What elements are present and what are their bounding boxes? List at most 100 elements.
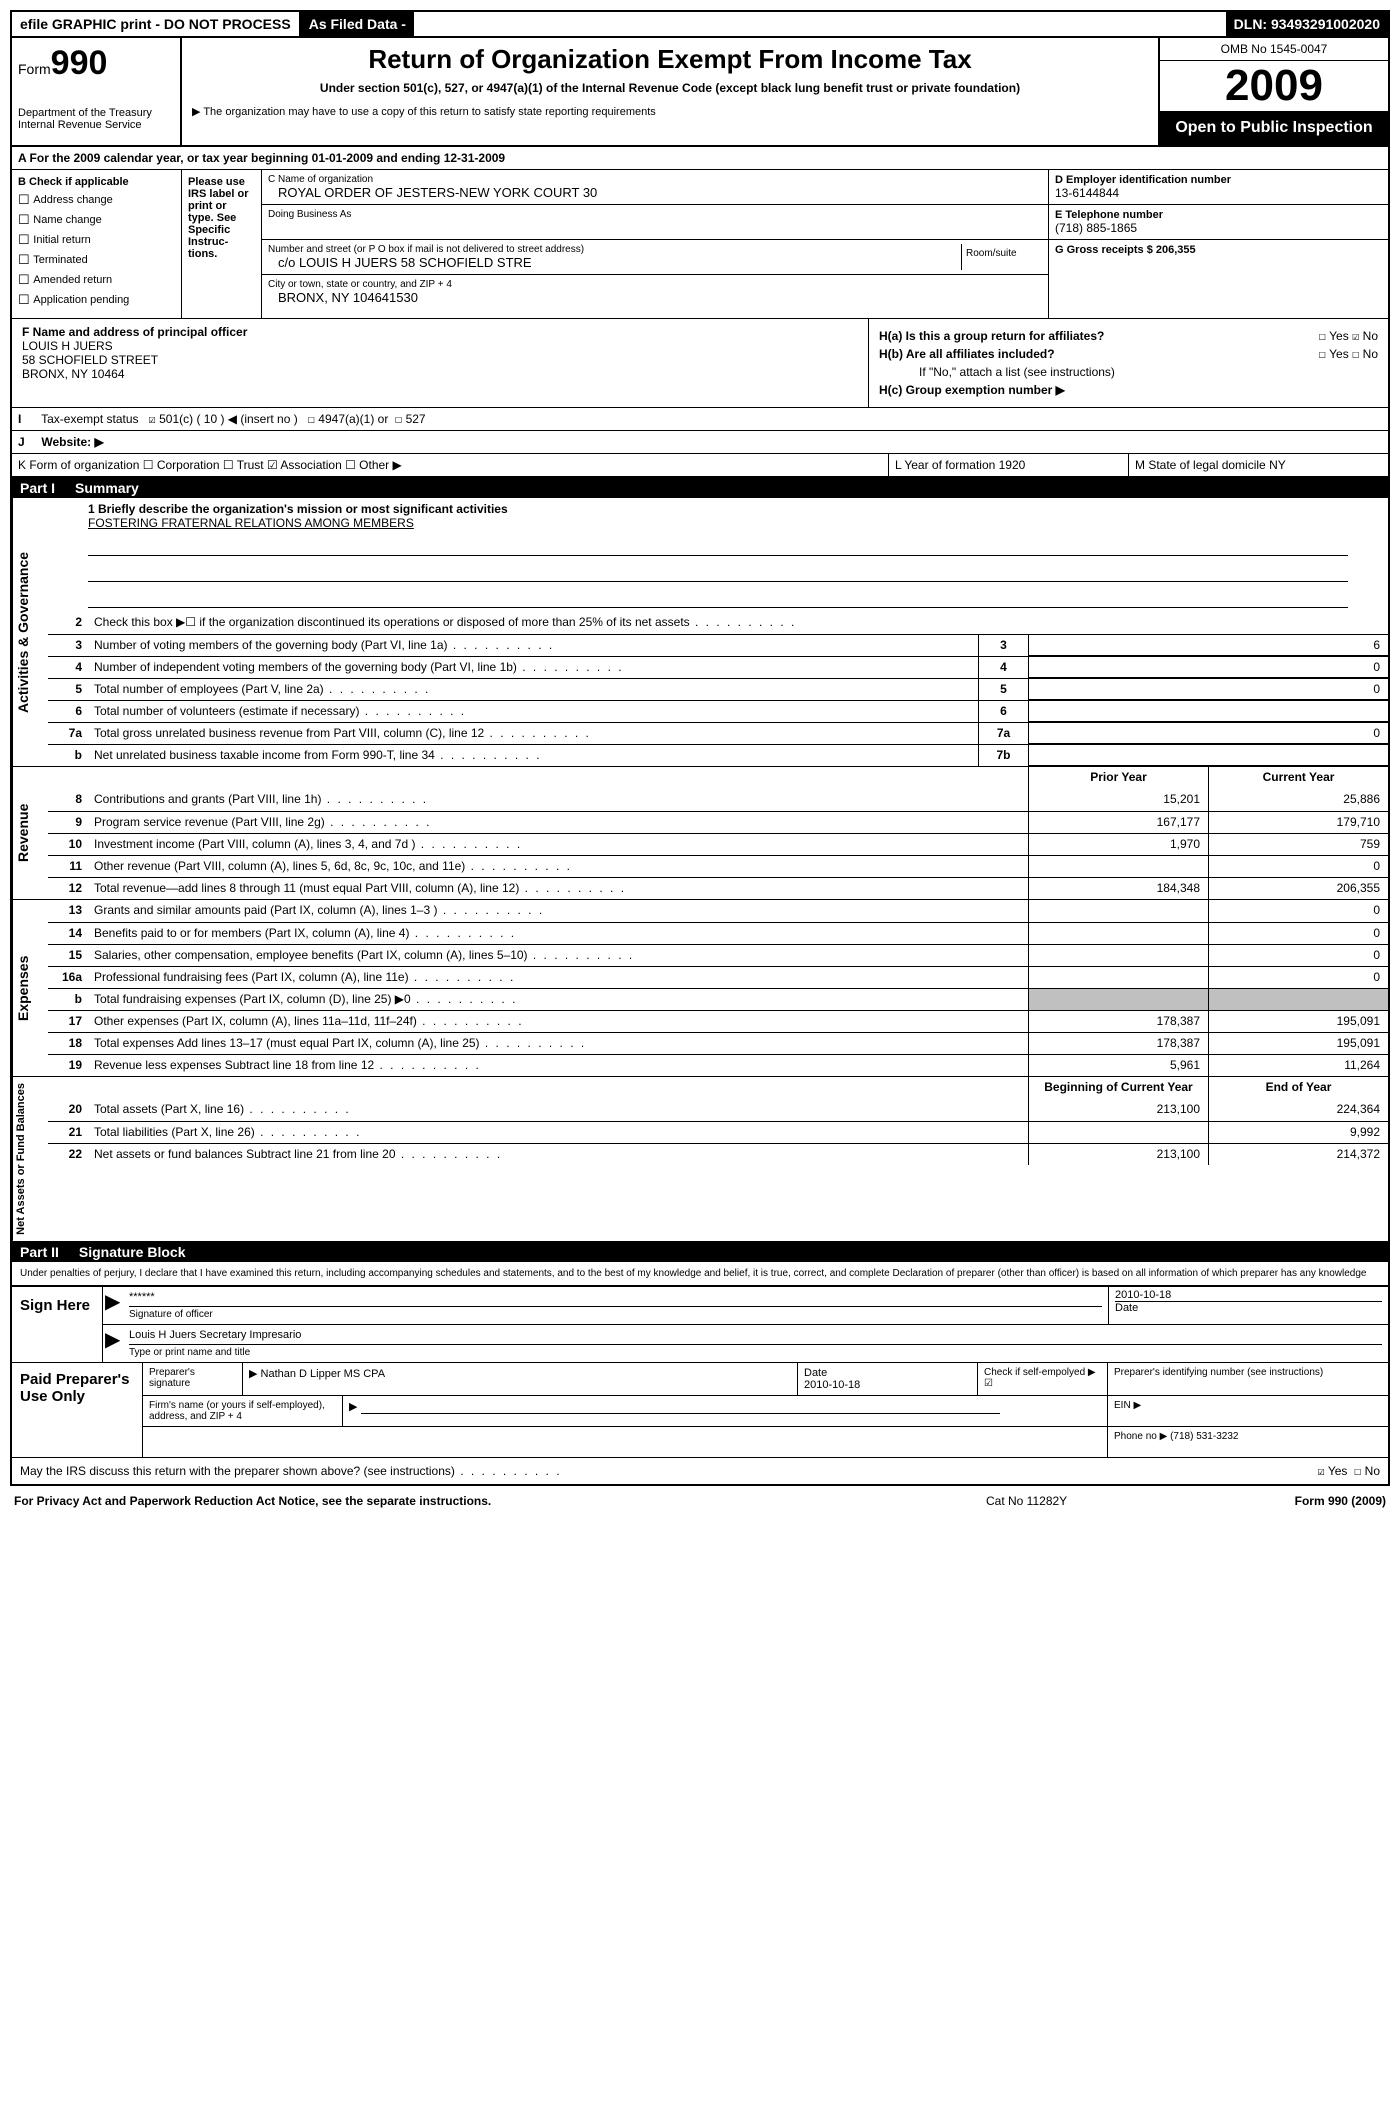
i-opt1: 501(c) ( 10 ) ◀ (insert no ) (159, 412, 298, 426)
na-header-row: Beginning of Current Year End of Year (48, 1077, 1388, 1099)
summary-line: 8 Contributions and grants (Part VIII, l… (48, 789, 1388, 811)
efile-label: efile GRAPHIC print - DO NOT PROCESS (12, 12, 301, 36)
i-text: Tax-exempt status (41, 412, 138, 426)
revenue-body: Prior Year Current Year 8 Contributions … (48, 767, 1388, 899)
col-b-title: B Check if applicable (18, 176, 129, 188)
gross-receipts-cell: G Gross receipts $ 206,355 (1049, 240, 1388, 260)
officer-sig-value: ****** (129, 1289, 1102, 1307)
summary-line: 22 Net assets or fund balances Subtract … (48, 1143, 1388, 1165)
chk-initial-return[interactable]: Initial return (18, 232, 175, 248)
discuss-question: May the IRS discuss this return with the… (20, 1464, 1317, 1478)
row-i-exempt: I Tax-exempt status ☑ 501(c) ( 10 ) ◀ (i… (12, 408, 1388, 431)
m-state: M State of legal domicile NY (1128, 454, 1388, 476)
l-year: L Year of formation 1920 (888, 454, 1128, 476)
summary-line: 21 Total liabilities (Part X, line 26) 9… (48, 1121, 1388, 1143)
officer-sig-field: ****** Signature of officer (123, 1287, 1108, 1324)
summary-revenue: Revenue Prior Year Current Year 8 Contri… (12, 767, 1388, 900)
part-1-num: Part I (20, 480, 75, 496)
column-b-checkboxes: B Check if applicable Address change Nam… (12, 170, 182, 318)
summary-line: 11 Other revenue (Part VIII, column (A),… (48, 855, 1388, 877)
row-a-tax-year: A For the 2009 calendar year, or tax yea… (12, 147, 1388, 170)
preparer-row: Paid Preparer's Use Only Preparer's sign… (12, 1362, 1388, 1457)
top-bar: efile GRAPHIC print - DO NOT PROCESS As … (12, 12, 1388, 38)
k-form: K Form of organization ☐ Corporation ☐ T… (12, 454, 888, 476)
footer-right: Form 990 (2009) (1186, 1494, 1386, 1508)
summary-line: 10 Investment income (Part VIII, column … (48, 833, 1388, 855)
header-mid: Return of Organization Exempt From Incom… (182, 38, 1158, 145)
summary-line: 18 Total expenses Add lines 13–17 (must … (48, 1032, 1388, 1054)
prep-pin: Preparer's identifying number (see instr… (1108, 1363, 1388, 1395)
org-name-value: ROYAL ORDER OF JESTERS-NEW YORK COURT 30 (268, 185, 1042, 200)
j-label: J (18, 435, 38, 449)
sign-here-label: Sign Here (12, 1287, 102, 1362)
row-k-form-org: K Form of organization ☐ Corporation ☐ T… (12, 454, 1388, 478)
name-address-block: C Name of organization ROYAL ORDER OF JE… (262, 170, 1048, 318)
firm-blank (143, 1427, 1108, 1457)
prep-sig-label: Preparer's signature (143, 1363, 243, 1395)
mission-line1: 1 Briefly describe the organization's mi… (88, 502, 508, 516)
officer-date-field: 2010-10-18 Date (1108, 1287, 1388, 1324)
chk-address-change[interactable]: Address change (18, 192, 175, 208)
officer-street: 58 SCHOFIELD STREET (22, 353, 158, 367)
officer-name: LOUIS H JUERS (22, 339, 113, 353)
ein-label: D Employer identification number (1055, 174, 1382, 186)
mission-block: 1 Briefly describe the organization's mi… (48, 498, 1388, 612)
signature-block: Under penalties of perjury, I declare th… (12, 1262, 1388, 1484)
irs-label: Internal Revenue Service (18, 119, 174, 131)
header-right: OMB No 1545-0047 2009 Open to Public Ins… (1158, 38, 1388, 145)
section-h-group: H(a) Is this a group return for affiliat… (868, 319, 1388, 407)
form-prefix: Form (18, 61, 51, 77)
city-value: BRONX, NY 104641530 (268, 290, 1042, 305)
section-f-officer: F Name and address of principal officer … (12, 319, 868, 407)
dba-cell: Doing Business As (262, 205, 1048, 240)
officer-name-label: Type or print name and title (129, 1345, 1382, 1360)
column-d-block: D Employer identification number 13-6144… (1048, 170, 1388, 318)
hb-note: If "No," attach a list (see instructions… (879, 365, 1378, 379)
firm-arrow: ▶ (343, 1396, 1108, 1426)
sign-here-body: ▶ ****** Signature of officer 2010-10-18… (102, 1287, 1388, 1362)
officer-name-value: Louis H Juers Secretary Impresario (129, 1327, 1382, 1345)
header-left: Form990 Department of the Treasury Inter… (12, 38, 182, 145)
sig-arrow-1: ▶ (103, 1287, 123, 1324)
gov-line: 3Number of voting members of the governi… (48, 634, 1388, 656)
chk-name-change[interactable]: Name change (18, 212, 175, 228)
section-f-h: F Name and address of principal officer … (12, 319, 1388, 408)
governance-body: 1 Briefly describe the organization's mi… (48, 498, 1388, 766)
sig-arrow-2: ▶ (103, 1325, 123, 1362)
ha-label: H(a) Is this a group return for affiliat… (879, 329, 1104, 343)
form-no: 990 (51, 44, 108, 82)
part-1-header: Part I Summary (12, 478, 1388, 498)
chk-amended[interactable]: Amended return (18, 272, 175, 288)
row-i-content: I Tax-exempt status ☑ 501(c) ( 10 ) ◀ (i… (18, 412, 1382, 426)
officer-date-value: 2010-10-18 (1115, 1289, 1382, 1302)
chk-terminated[interactable]: Terminated (18, 252, 175, 268)
ein-cell: D Employer identification number 13-6144… (1049, 170, 1388, 205)
top-blank (414, 12, 1226, 36)
summary-line: 14 Benefits paid to or for members (Part… (48, 922, 1388, 944)
form-note: ▶ The organization may have to use a cop… (192, 105, 1148, 118)
revenue-header-row: Prior Year Current Year (48, 767, 1388, 789)
mission-text: FOSTERING FRATERNAL RELATIONS AMONG MEMB… (88, 516, 414, 530)
preparer-body: Preparer's signature ▶ Nathan D Lipper M… (142, 1363, 1388, 1457)
net-assets-body: Beginning of Current Year End of Year 20… (48, 1077, 1388, 1241)
gov-line: bNet unrelated business taxable income f… (48, 744, 1388, 766)
summary-line: 12 Total revenue—add lines 8 through 11 … (48, 877, 1388, 899)
form-header: Form990 Department of the Treasury Inter… (12, 38, 1388, 147)
hb-yn: ☐ Yes ☐ No (1319, 347, 1378, 361)
vtab-revenue: Revenue (12, 767, 48, 899)
org-name-cell: C Name of organization ROYAL ORDER OF JE… (262, 170, 1048, 205)
ha-line: H(a) Is this a group return for affiliat… (879, 329, 1378, 343)
chk-pending[interactable]: Application pending (18, 292, 175, 308)
address-row: Number and street (or P O box if mail is… (262, 240, 1048, 275)
main-info-block: B Check if applicable Address change Nam… (12, 170, 1388, 319)
summary-line: 13 Grants and similar amounts paid (Part… (48, 900, 1388, 922)
dba-value (268, 220, 1042, 235)
address-value: c/o LOUIS H JUERS 58 SCHOFIELD STRE (268, 255, 961, 270)
mission-blank-1 (88, 536, 1348, 556)
officer-name-field: Louis H Juers Secretary Impresario Type … (123, 1325, 1388, 1362)
i-opt3: 527 (406, 412, 426, 426)
address-cell: Number and street (or P O box if mail is… (268, 244, 962, 270)
discuss-row: May the IRS discuss this return with the… (12, 1457, 1388, 1484)
preparer-label: Paid Preparer's Use Only (12, 1363, 142, 1457)
as-filed-label: As Filed Data - (301, 12, 414, 36)
